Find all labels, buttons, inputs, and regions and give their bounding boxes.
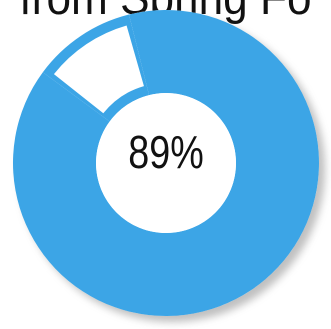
center-percentage-label: 89% [128, 126, 204, 178]
donut-slice-89 [12, 9, 320, 316]
donut-hole [96, 93, 236, 233]
donut-slice-11 [53, 25, 144, 114]
